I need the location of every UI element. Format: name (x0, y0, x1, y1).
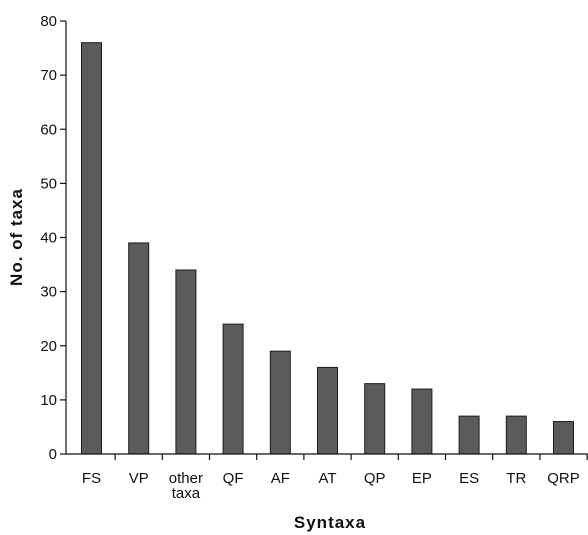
y-tick-label: 80 (40, 13, 57, 30)
bar (222, 323, 244, 455)
x-tick-label: EP (412, 470, 432, 487)
y-tick-label: 70 (40, 67, 57, 84)
x-axis-ticks: FS VP other taxa QF AF AT QP EP ES TR QRP (82, 454, 588, 502)
x-tick-label: FS (82, 470, 101, 487)
bar (269, 350, 291, 455)
bar (81, 42, 102, 455)
x-tick-label: QP (364, 470, 386, 487)
x-tick-label: TR (506, 470, 526, 487)
x-tick-label: QRP (547, 470, 580, 487)
bar (505, 415, 527, 455)
y-tick-label: 60 (40, 121, 57, 138)
bar (553, 421, 574, 455)
bar (317, 366, 338, 455)
y-tick-label: 30 (40, 284, 57, 301)
y-axis-title: No. of taxa (7, 188, 26, 286)
x-tick-label: AT (318, 470, 336, 487)
y-tick-label: 20 (40, 338, 57, 355)
bar (411, 388, 433, 455)
y-tick-label: 40 (40, 230, 57, 247)
bar (364, 383, 386, 455)
y-axis-ticks: 0 10 20 30 40 50 60 70 80 (40, 13, 66, 463)
x-tick-label: QF (223, 470, 244, 487)
x-tick-label: AF (271, 470, 290, 487)
x-tick-label: ES (459, 470, 479, 487)
x-tick-label: VP (129, 470, 149, 487)
y-tick-label: 10 (40, 392, 57, 409)
y-tick-label: 0 (49, 446, 57, 463)
x-tick-label: other taxa (169, 470, 203, 502)
bar (458, 415, 480, 455)
bar (128, 242, 150, 455)
x-axis-title: Syntaxa (294, 513, 366, 532)
y-tick-label: 50 (40, 175, 57, 192)
bar (175, 269, 197, 455)
bars-group (81, 42, 574, 455)
